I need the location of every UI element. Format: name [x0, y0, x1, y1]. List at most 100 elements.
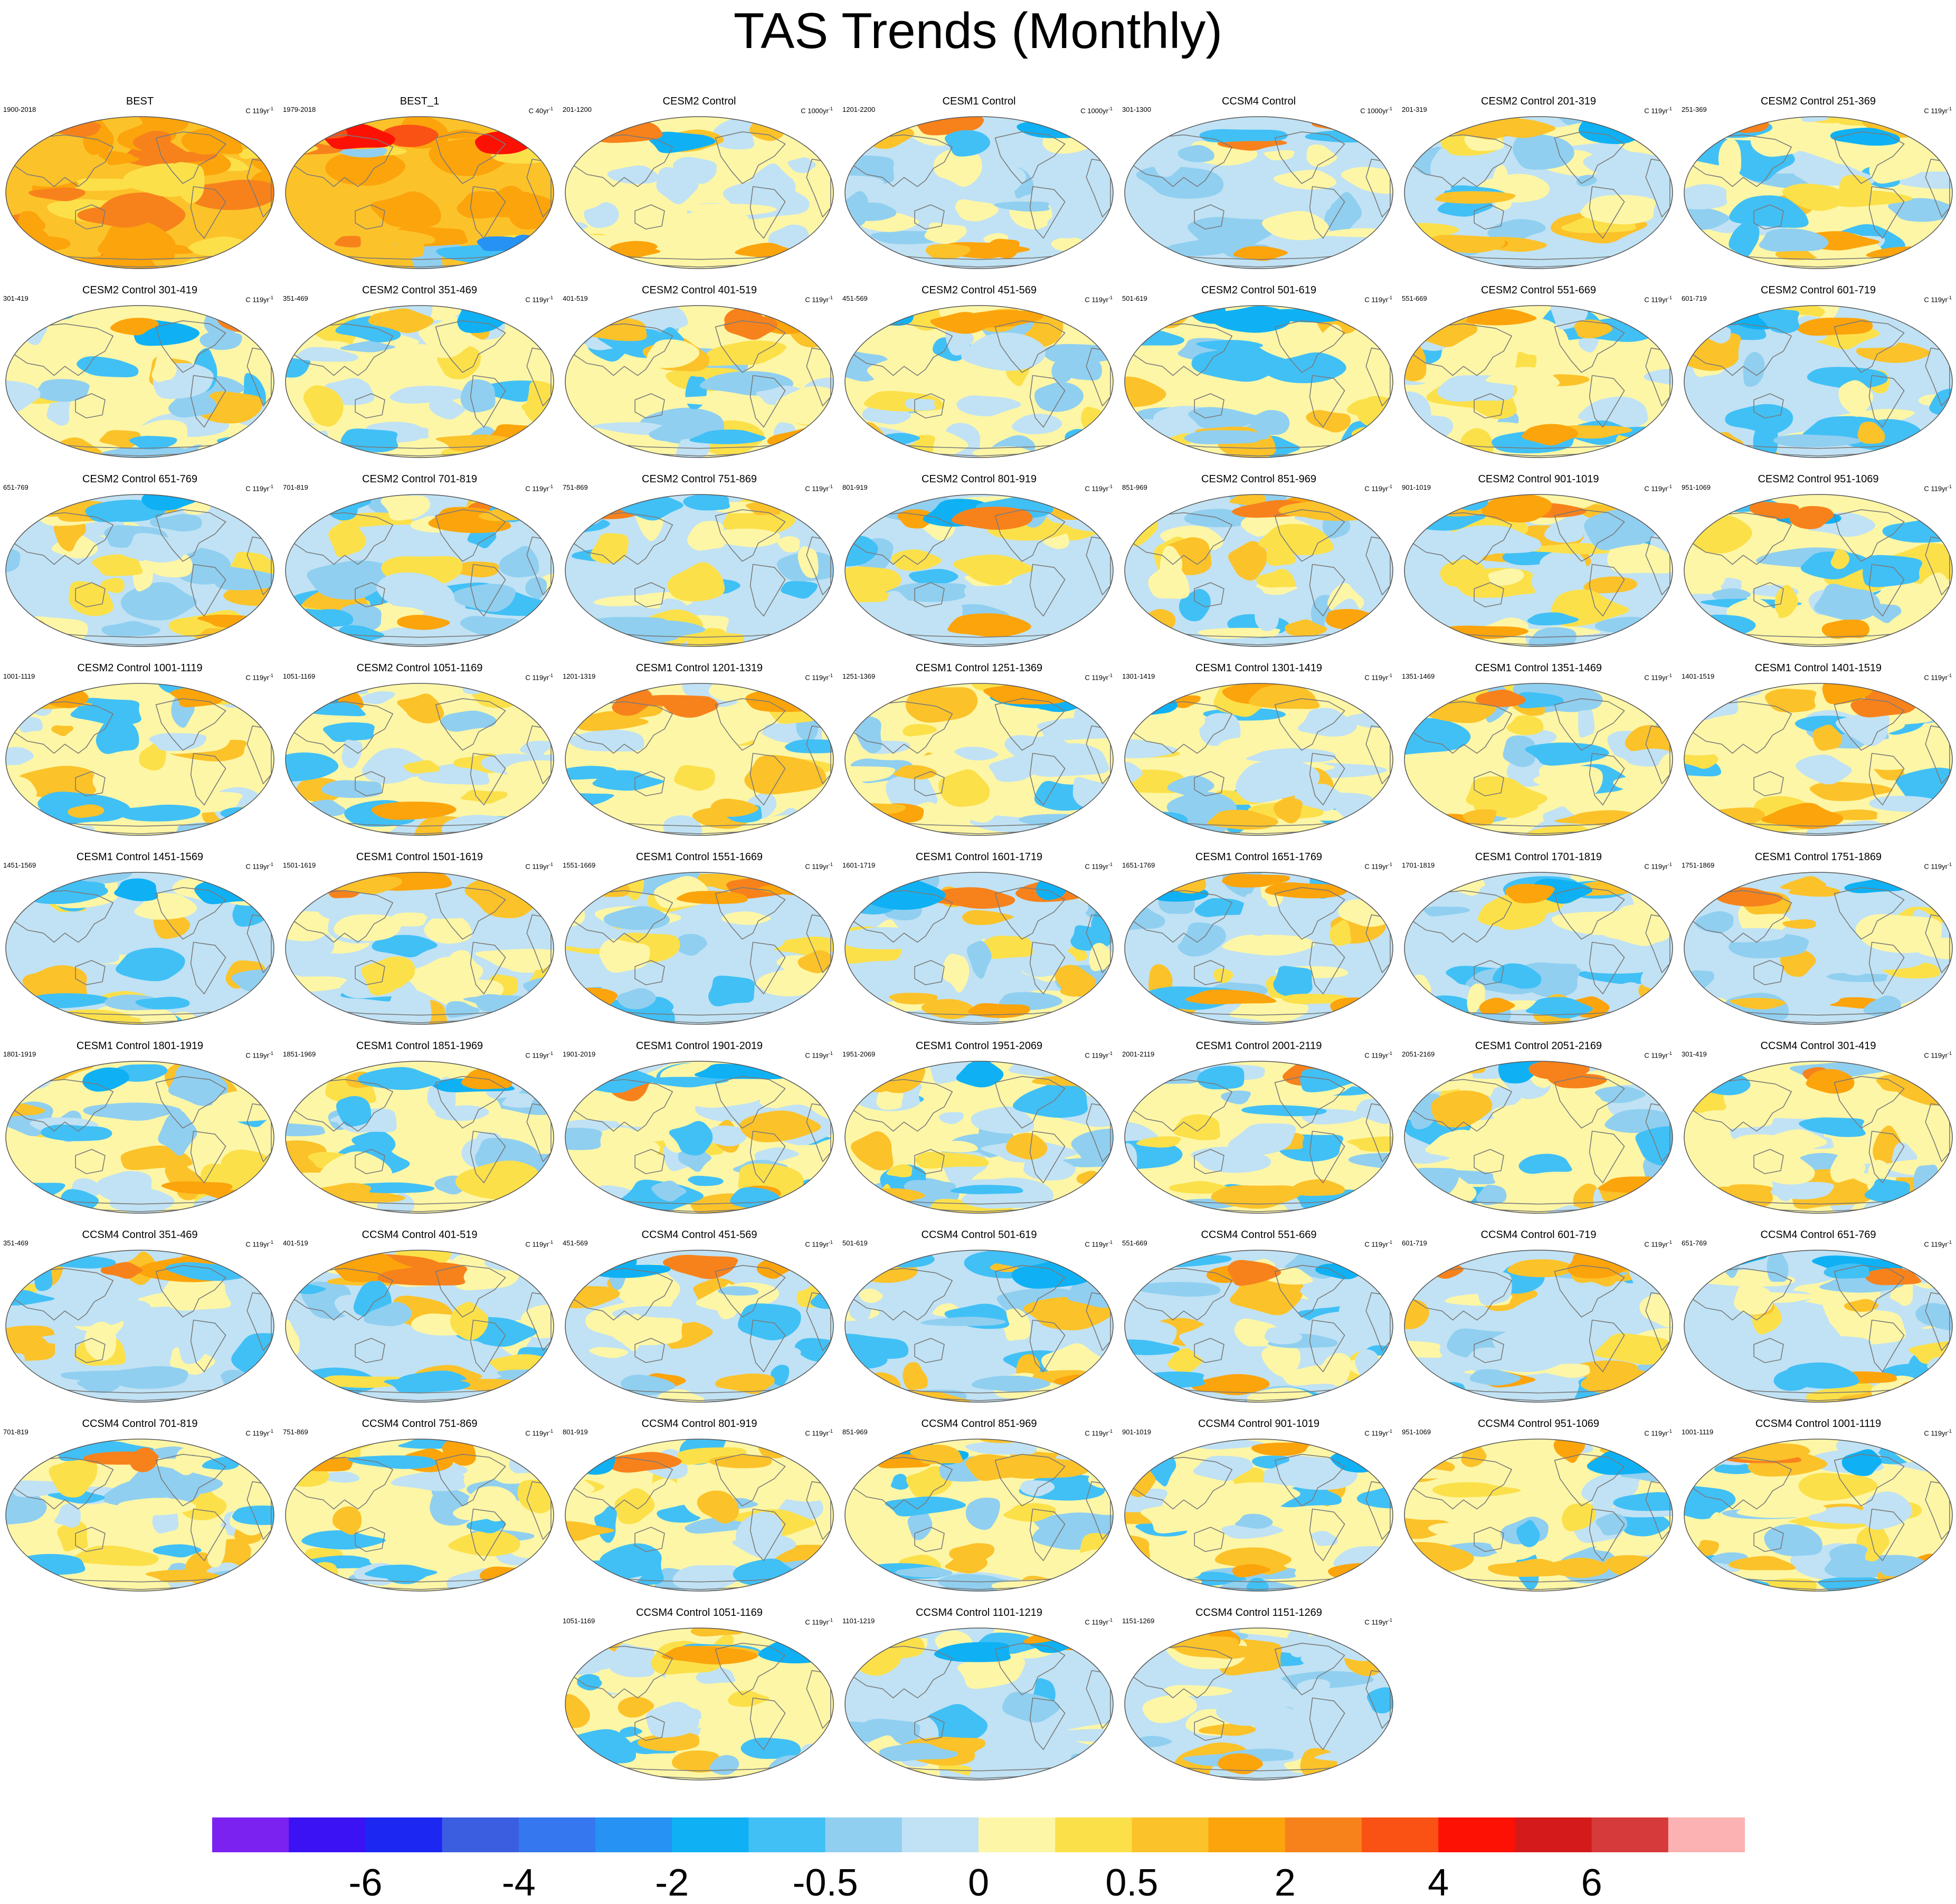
panel-title: CESM2 Control 951-1069 — [1758, 473, 1879, 485]
panel-title: CESM1 Control 1601-1719 — [915, 851, 1043, 863]
units-prefix: C — [1364, 1240, 1370, 1249]
colorbar-swatch — [1055, 1817, 1132, 1852]
map-panel: CESM2 Control 901-1019 901-1019 C 119yr-1 — [1399, 473, 1678, 652]
units-exponent: -1 — [548, 1051, 553, 1056]
units-exponent: -1 — [828, 295, 833, 300]
world-map — [285, 494, 554, 647]
units-exponent: -1 — [548, 106, 553, 111]
units-suffix: yr — [543, 1240, 549, 1249]
units-prefix: C — [1364, 1618, 1370, 1626]
world-map — [1124, 1061, 1393, 1214]
panel-units: C 119yr-1 — [805, 1427, 833, 1437]
units-exponent: -1 — [1667, 673, 1672, 678]
world-map — [285, 116, 554, 269]
units-duration: 119 — [1091, 1051, 1103, 1060]
map-panel: CESM1 Control 1451-1569 1451-1569 C 119yr-… — [0, 851, 280, 1030]
units-exponent: -1 — [1388, 106, 1392, 111]
units-prefix: C — [525, 862, 530, 871]
units-suffix: yr — [1662, 107, 1668, 115]
panel-units: C 119yr-1 — [1364, 1427, 1392, 1437]
units-exponent: -1 — [548, 295, 553, 300]
panel-units: C 119yr-1 — [245, 1238, 273, 1249]
colorbar-swatch — [212, 1817, 289, 1852]
map-panel: CCSM4 Control 351-469 351-469 C 119yr-1 — [0, 1229, 280, 1408]
panel-period: 1901-2019 — [563, 1050, 596, 1058]
units-prefix: C — [525, 1051, 530, 1060]
panel-title: CESM1 Control 1551-1669 — [635, 851, 763, 863]
panel-units: C 119yr-1 — [1644, 104, 1672, 115]
units-duration: 119 — [1931, 484, 1942, 493]
panel-units: C 1000yr-1 — [1360, 104, 1392, 115]
units-prefix: C — [1085, 1429, 1090, 1437]
panel-units: C 119yr-1 — [1644, 293, 1672, 304]
panel-title: CESM1 Control 2001-2119 — [1195, 1040, 1322, 1052]
units-exponent: -1 — [548, 1240, 553, 1245]
panel-units: C 119yr-1 — [805, 293, 833, 304]
units-exponent: -1 — [1947, 673, 1952, 678]
units-exponent: -1 — [828, 1429, 833, 1434]
panel-period: 1201-1319 — [563, 672, 596, 680]
panel-period: 751-869 — [283, 1428, 308, 1436]
units-suffix: yr — [543, 296, 549, 304]
units-exponent: -1 — [269, 295, 273, 300]
map-panel: CESM1 Control 2051-2169 2051-2169 C 119yr-… — [1399, 1040, 1678, 1219]
world-map — [1404, 872, 1673, 1025]
colorbar-swatch — [595, 1817, 672, 1852]
colorbar-swatch — [289, 1817, 366, 1852]
units-suffix: yr — [1382, 1240, 1388, 1249]
map-panel: CESM2 Control 751-869 751-869 C 119yr-1 — [559, 473, 839, 652]
panel-title: CESM2 Control 701-819 — [362, 473, 477, 485]
panel-title: BEST — [126, 96, 154, 107]
map-panel: CESM1 Control 1951-2069 1951-2069 C 119yr-… — [839, 1040, 1119, 1219]
units-suffix: yr — [823, 673, 829, 682]
units-duration: 119 — [1931, 673, 1942, 682]
world-map — [844, 494, 1114, 647]
panel-units: C 119yr-1 — [805, 1616, 833, 1626]
units-duration: 119 — [252, 862, 264, 871]
world-map — [1684, 305, 1953, 458]
panel-period: 851-969 — [842, 1428, 868, 1436]
units-prefix: C — [1085, 862, 1090, 871]
units-exponent: -1 — [1667, 1240, 1672, 1245]
map-panel: CESM1 Control 1351-1469 1351-1469 C 119yr-… — [1399, 662, 1678, 841]
units-duration: 119 — [252, 1051, 264, 1060]
panel-period: 901-1019 — [1122, 1428, 1151, 1436]
units-exponent: -1 — [1388, 1429, 1392, 1434]
units-suffix: yr — [263, 296, 269, 304]
colorbar-tick-label: 2 — [1274, 1862, 1296, 1904]
panel-period: 1951-2069 — [842, 1050, 876, 1058]
panel-period: 1001-1119 — [3, 672, 35, 680]
units-exponent: -1 — [1947, 1240, 1952, 1245]
map-panel: CESM1 Control 2001-2119 2001-2119 C 119yr-… — [1119, 1040, 1399, 1219]
world-map — [1684, 683, 1953, 836]
panel-title: CESM1 Control 1301-1419 — [1195, 662, 1323, 674]
panel-period: 601-719 — [1402, 1239, 1427, 1247]
units-duration: 119 — [252, 1429, 264, 1437]
panel-units: C 119yr-1 — [1085, 1238, 1113, 1249]
units-suffix: yr — [1382, 673, 1388, 682]
map-panel: CCSM4 Control 301-419 301-419 C 119yr-1 — [1678, 1040, 1956, 1219]
units-duration: 119 — [1651, 1051, 1663, 1060]
units-exponent: -1 — [269, 484, 273, 489]
units-exponent: -1 — [548, 484, 553, 489]
units-suffix: yr — [1942, 1429, 1948, 1437]
units-exponent: -1 — [548, 673, 553, 678]
map-panel: CESM1 Control 1401-1519 1401-1519 C 119yr-… — [1678, 662, 1956, 841]
panel-period: 201-319 — [1402, 106, 1427, 113]
colorbar-swatch — [979, 1817, 1056, 1852]
panel-units: C 119yr-1 — [525, 293, 553, 304]
panel-period: 901-1019 — [1402, 483, 1431, 491]
map-panel: CESM1 Control 1651-1769 1651-1769 C 119yr-… — [1119, 851, 1399, 1030]
units-prefix: C — [245, 673, 251, 682]
units-prefix: C — [805, 1051, 810, 1060]
units-exponent: -1 — [1108, 295, 1113, 300]
units-suffix: yr — [1103, 1429, 1108, 1437]
panel-title: CCSM4 Control 801-919 — [641, 1418, 757, 1430]
units-duration: 119 — [812, 1429, 823, 1437]
units-exponent: -1 — [1947, 295, 1952, 300]
units-exponent: -1 — [269, 1240, 273, 1245]
panel-period: 551-669 — [1122, 1239, 1147, 1247]
panel-units: C 119yr-1 — [245, 1049, 273, 1060]
map-panel: CESM1 Control 1801-1919 1801-1919 C 119yr-… — [0, 1040, 280, 1219]
map-panel: CESM1 Control 1551-1669 1551-1669 C 119yr-… — [559, 851, 839, 1030]
